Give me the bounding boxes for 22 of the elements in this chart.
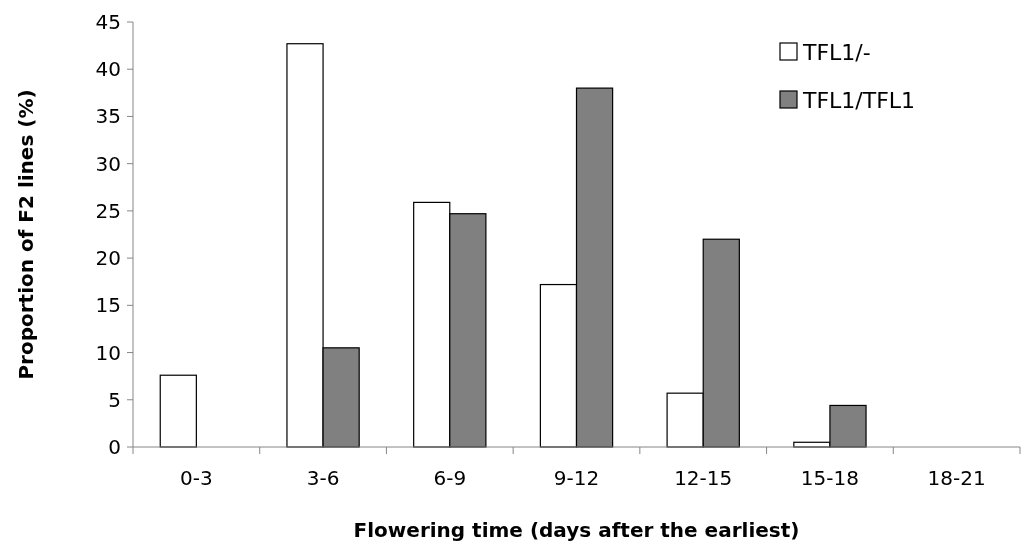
y-tick-label: 30: [95, 151, 121, 176]
y-tick-label: 20: [95, 246, 121, 271]
x-tick-label: 15-18: [800, 466, 859, 490]
x-tick-label: 9-12: [553, 466, 600, 490]
bar: [159, 374, 197, 448]
legend-label: TFL1/-: [802, 39, 871, 65]
x-axis-title: Flowering time (days after the earliest): [353, 518, 800, 542]
y-tick-label: 10: [95, 340, 121, 365]
y-tick-label: 45: [95, 10, 121, 34]
y-tick-label: 0: [108, 435, 121, 459]
y-axis-title: Proportion of F2 lines (%): [14, 89, 38, 380]
y-tick-label: 15: [95, 293, 121, 318]
y-tick-label: 40: [95, 57, 121, 82]
x-tick-label: 0-3: [180, 466, 213, 490]
legend-label: TFL1/TFL1: [802, 87, 916, 113]
x-tick-label: 18-21: [927, 466, 986, 490]
y-tick-label: 35: [95, 104, 121, 129]
x-tick-label: 3-6: [306, 466, 340, 490]
x-tick-label: 6-9: [433, 466, 467, 490]
y-tick-label: 25: [95, 198, 121, 223]
y-tick-label: 5: [108, 387, 121, 412]
x-tick-label: 12-15: [674, 466, 733, 490]
